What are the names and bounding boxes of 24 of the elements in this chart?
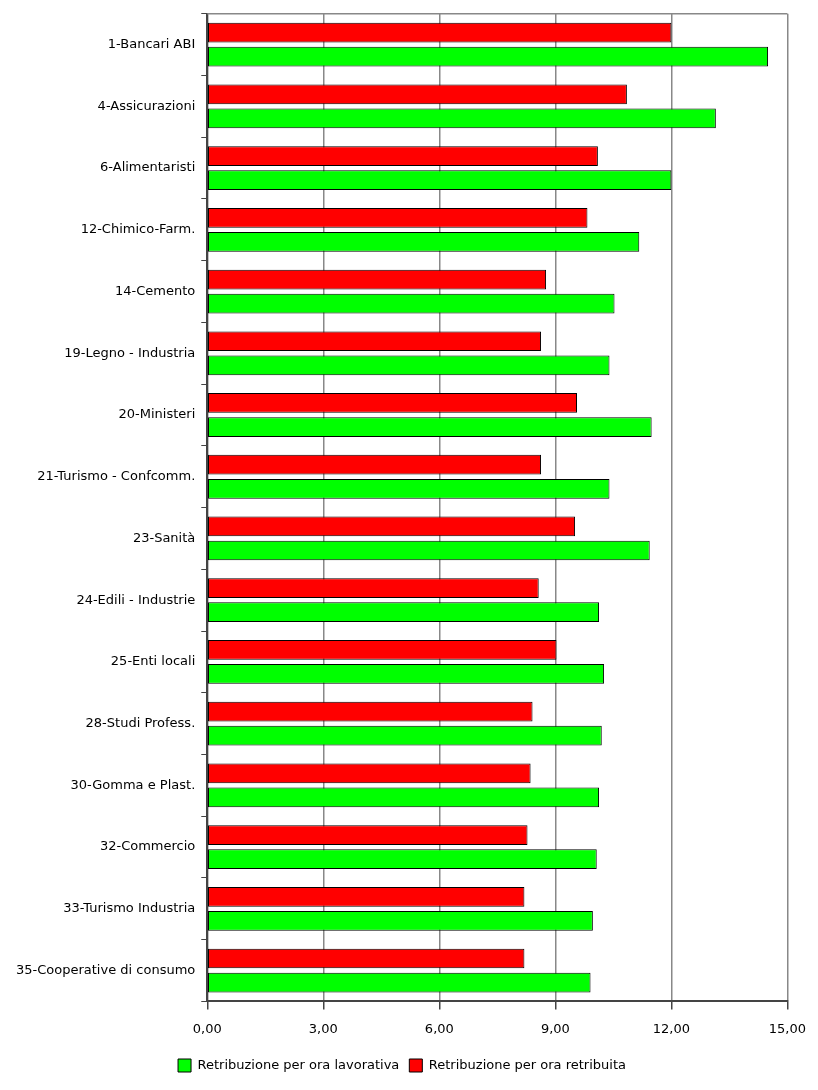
x-tick-label: 15,00	[768, 1020, 806, 1036]
y-tick-label: 32-Commercio	[99, 838, 196, 854]
y-tick-label: 4-Assicurazioni	[97, 97, 196, 113]
legend-label: Retribuzione per ora retribuita	[428, 1056, 626, 1072]
y-tick-label: 35-Cooperative di consumo	[16, 961, 196, 977]
legend-label: Retribuzione per ora lavorativa	[197, 1056, 400, 1072]
y-tick-label: 20-Ministeri	[118, 406, 196, 422]
y-tick-label: 21-Turismo - Confcomm.	[37, 468, 196, 484]
x-tick-label: 0,00	[192, 1020, 222, 1036]
y-tick-label: 24-Edili - Industrie	[76, 591, 196, 607]
y-tick-label: 19-Legno - Industria	[64, 344, 196, 360]
y-tick-label: 14-Cemento	[115, 282, 196, 298]
y-tick-label: 12-Chimico-Farm.	[80, 221, 196, 237]
x-tick-label: 3,00	[308, 1020, 338, 1036]
y-tick-label: 6-Alimentaristi	[100, 159, 196, 175]
y-tick-label: 30-Gomma e Plast.	[70, 776, 196, 792]
y-tick-label: 1-Bancari ABI	[107, 36, 196, 52]
y-tick-label: 25-Enti locali	[110, 653, 196, 669]
x-tick-label: 9,00	[540, 1020, 570, 1036]
y-tick-label: 28-Studi Profess.	[85, 715, 196, 731]
x-tick-label: 6,00	[424, 1020, 454, 1036]
y-tick-label: 23-Sanità	[132, 529, 196, 545]
y-tick-label: 33-Turismo Industria	[63, 900, 196, 916]
x-tick-label: 12,00	[652, 1020, 690, 1036]
